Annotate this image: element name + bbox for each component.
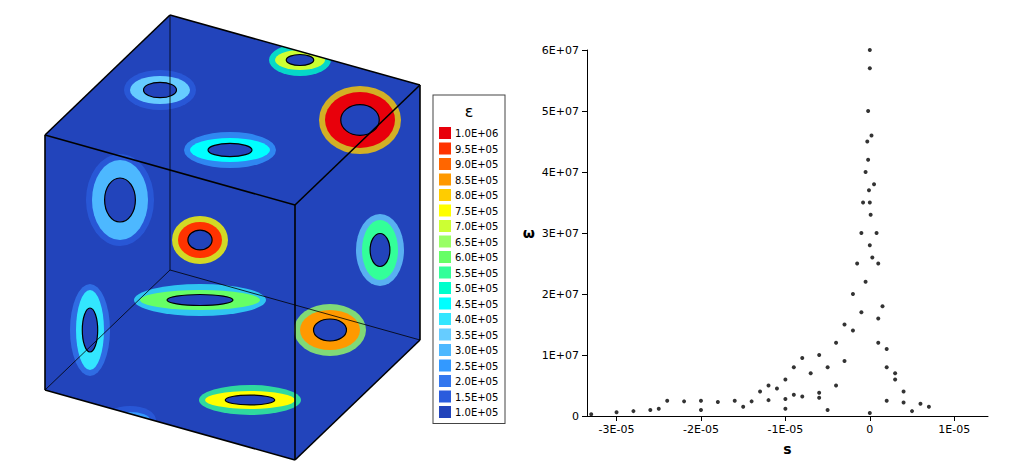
svg-text:3.0E+05: 3.0E+05 xyxy=(455,345,498,356)
svg-text:5.5E+05: 5.5E+05 xyxy=(455,268,498,279)
svg-text:4.0E+05: 4.0E+05 xyxy=(455,314,498,325)
svg-text:7.0E+05: 7.0E+05 xyxy=(455,221,498,232)
svg-text:1E+07: 1E+07 xyxy=(542,349,579,362)
svg-text:-2E-05: -2E-05 xyxy=(683,423,719,436)
svg-text:0: 0 xyxy=(572,410,579,423)
svg-text:2.0E+05: 2.0E+05 xyxy=(455,376,498,387)
svg-text:9.5E+05: 9.5E+05 xyxy=(455,144,498,155)
svg-text:8.5E+05: 8.5E+05 xyxy=(455,175,498,186)
svg-text:4E+07: 4E+07 xyxy=(542,166,579,179)
svg-text:2E+07: 2E+07 xyxy=(542,288,579,301)
svg-text:1E-05: 1E-05 xyxy=(938,423,970,436)
svg-text:ε: ε xyxy=(465,102,474,121)
svg-text:9.0E+05: 9.0E+05 xyxy=(455,159,498,170)
svg-text:5.0E+05: 5.0E+05 xyxy=(455,283,498,294)
svg-text:6.5E+05: 6.5E+05 xyxy=(455,237,498,248)
svg-text:3.5E+05: 3.5E+05 xyxy=(455,330,498,341)
svg-text:5E+07: 5E+07 xyxy=(542,105,579,118)
svg-text:8.0E+05: 8.0E+05 xyxy=(455,190,498,201)
svg-text:s: s xyxy=(783,441,791,457)
svg-text:6.0E+05: 6.0E+05 xyxy=(455,252,498,263)
svg-text:7.5E+05: 7.5E+05 xyxy=(455,206,498,217)
svg-text:0: 0 xyxy=(866,423,873,436)
svg-text:6E+07: 6E+07 xyxy=(542,44,579,57)
svg-text:-1E-05: -1E-05 xyxy=(767,423,803,436)
svg-text:2.5E+05: 2.5E+05 xyxy=(455,361,498,372)
svg-text:1.0E+06: 1.0E+06 xyxy=(455,128,498,139)
svg-text:1.5E+05: 1.5E+05 xyxy=(455,392,498,403)
svg-text:-3E-05: -3E-05 xyxy=(599,423,635,436)
svg-text:3E+07: 3E+07 xyxy=(542,227,579,240)
svg-text:1.0E+05: 1.0E+05 xyxy=(455,407,498,418)
svg-text:ω: ω xyxy=(523,225,535,241)
svg-text:4.5E+05: 4.5E+05 xyxy=(455,299,498,310)
